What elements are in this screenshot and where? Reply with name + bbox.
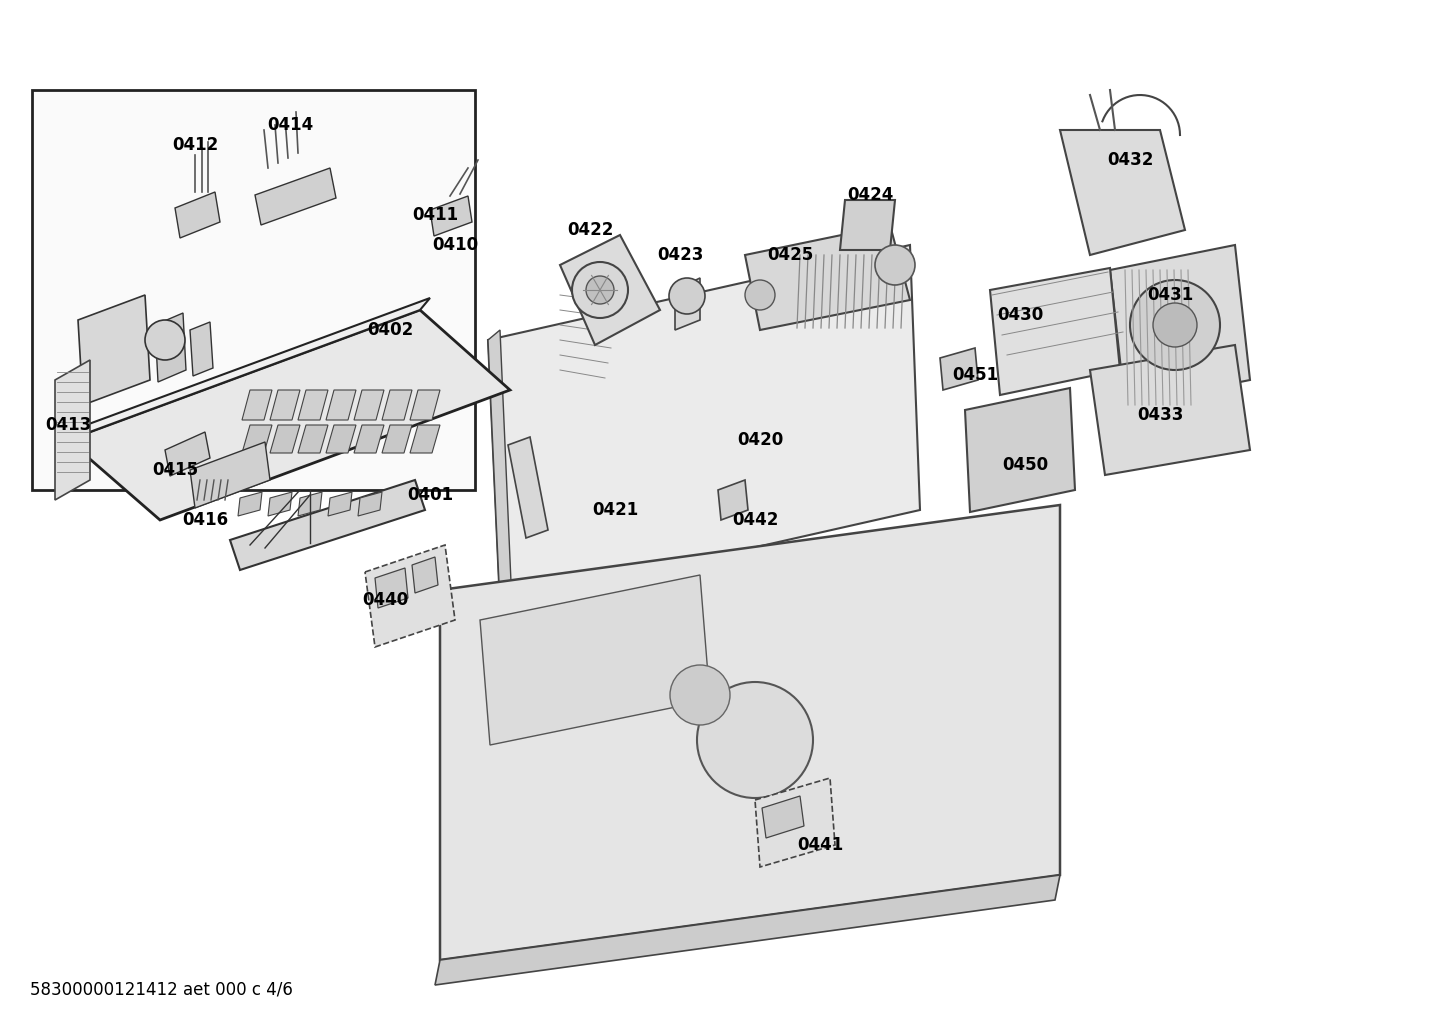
Polygon shape <box>68 298 430 440</box>
Text: 0440: 0440 <box>362 591 408 609</box>
Polygon shape <box>78 294 150 405</box>
Polygon shape <box>231 480 425 570</box>
Text: 0423: 0423 <box>656 246 704 264</box>
Polygon shape <box>841 200 895 250</box>
Polygon shape <box>68 310 510 520</box>
Polygon shape <box>965 388 1074 512</box>
Polygon shape <box>382 390 412 420</box>
Polygon shape <box>255 168 336 225</box>
Circle shape <box>146 320 185 360</box>
Polygon shape <box>55 360 89 500</box>
Bar <box>32 90 474 490</box>
Polygon shape <box>480 575 709 745</box>
Polygon shape <box>365 545 456 647</box>
Polygon shape <box>412 557 438 593</box>
Circle shape <box>1154 303 1197 347</box>
Polygon shape <box>353 425 384 453</box>
Polygon shape <box>756 777 835 867</box>
Polygon shape <box>190 322 213 376</box>
Polygon shape <box>154 313 186 382</box>
Text: 0433: 0433 <box>1136 406 1184 424</box>
Text: 0413: 0413 <box>45 416 91 434</box>
Circle shape <box>671 665 730 725</box>
Polygon shape <box>435 875 1060 985</box>
Polygon shape <box>174 192 221 238</box>
Text: 0412: 0412 <box>172 136 218 154</box>
Polygon shape <box>298 390 327 420</box>
Text: 58300000121412 aet 000 c 4/6: 58300000121412 aet 000 c 4/6 <box>30 981 293 999</box>
Polygon shape <box>410 390 440 420</box>
Circle shape <box>669 278 705 314</box>
Polygon shape <box>242 390 273 420</box>
Text: 0420: 0420 <box>737 431 783 449</box>
Circle shape <box>585 276 614 304</box>
Text: 0441: 0441 <box>797 836 844 854</box>
Polygon shape <box>358 492 382 516</box>
Text: 0416: 0416 <box>182 511 228 529</box>
Text: 0442: 0442 <box>731 511 779 529</box>
Text: 0421: 0421 <box>591 501 639 519</box>
Polygon shape <box>1090 345 1250 475</box>
Text: 0432: 0432 <box>1107 151 1154 169</box>
Text: 0414: 0414 <box>267 116 313 135</box>
Polygon shape <box>508 437 548 538</box>
Polygon shape <box>382 425 412 453</box>
Polygon shape <box>761 796 805 838</box>
Polygon shape <box>327 492 352 516</box>
Polygon shape <box>440 505 1060 960</box>
Polygon shape <box>940 348 978 390</box>
Text: 0415: 0415 <box>151 461 198 479</box>
Polygon shape <box>430 196 472 236</box>
Polygon shape <box>326 390 356 420</box>
Text: 0425: 0425 <box>767 246 813 264</box>
Polygon shape <box>270 425 300 453</box>
Text: 0450: 0450 <box>1002 455 1048 474</box>
Polygon shape <box>164 432 211 476</box>
Polygon shape <box>487 330 512 605</box>
Polygon shape <box>326 425 356 453</box>
Polygon shape <box>375 568 408 608</box>
Text: 0430: 0430 <box>996 306 1043 324</box>
Polygon shape <box>1060 130 1185 255</box>
Polygon shape <box>1110 245 1250 405</box>
Polygon shape <box>298 425 327 453</box>
Circle shape <box>572 262 629 318</box>
Text: 0401: 0401 <box>407 486 453 504</box>
Polygon shape <box>190 442 270 508</box>
Text: 0424: 0424 <box>846 186 893 204</box>
Polygon shape <box>353 390 384 420</box>
Text: 0411: 0411 <box>412 206 459 224</box>
Polygon shape <box>268 492 291 516</box>
Circle shape <box>875 245 916 285</box>
Text: 0431: 0431 <box>1146 286 1193 304</box>
Text: 0402: 0402 <box>366 321 412 339</box>
Text: 0422: 0422 <box>567 221 613 239</box>
Circle shape <box>746 280 774 310</box>
Polygon shape <box>487 245 920 605</box>
Text: 0410: 0410 <box>433 236 479 254</box>
Circle shape <box>696 682 813 798</box>
Circle shape <box>1131 280 1220 370</box>
Polygon shape <box>559 235 660 345</box>
Polygon shape <box>238 492 262 516</box>
Polygon shape <box>298 492 322 516</box>
Polygon shape <box>270 390 300 420</box>
Text: 0451: 0451 <box>952 366 998 384</box>
Polygon shape <box>410 425 440 453</box>
Polygon shape <box>746 225 910 330</box>
Polygon shape <box>991 268 1120 395</box>
Polygon shape <box>242 425 273 453</box>
Polygon shape <box>718 480 748 520</box>
Polygon shape <box>675 278 699 330</box>
